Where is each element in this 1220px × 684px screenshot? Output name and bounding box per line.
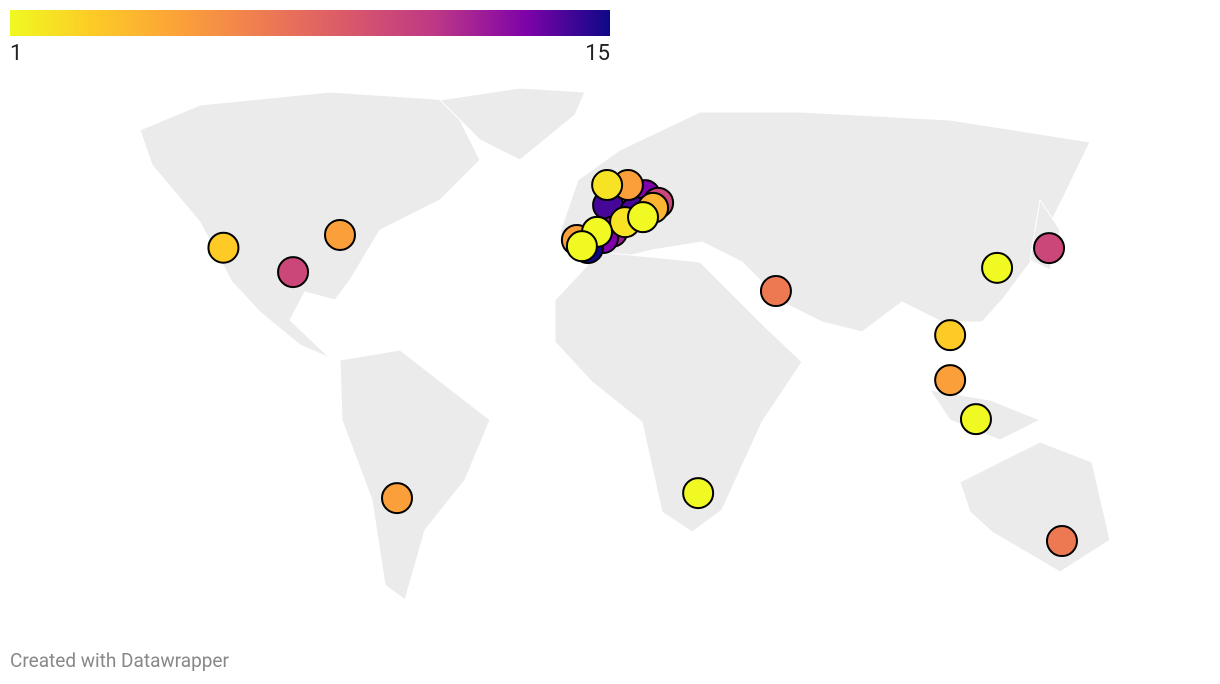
point[interactable] (759, 275, 792, 308)
legend-min: 1 (10, 41, 22, 66)
legend-max: 15 (585, 41, 610, 66)
point[interactable] (627, 201, 660, 234)
point[interactable] (1045, 525, 1078, 558)
point[interactable] (934, 319, 967, 352)
point[interactable] (381, 482, 414, 515)
land (139, 87, 1111, 601)
point[interactable] (682, 477, 715, 510)
point[interactable] (323, 218, 356, 251)
legend-scale (10, 10, 610, 36)
point[interactable] (565, 230, 598, 263)
footer: Created with Datawrapper (10, 649, 229, 672)
point[interactable] (934, 364, 967, 397)
point[interactable] (981, 251, 1014, 284)
point[interactable] (959, 403, 992, 436)
point[interactable] (207, 231, 240, 264)
point[interactable] (591, 169, 624, 202)
points (207, 169, 1078, 558)
point[interactable] (277, 256, 310, 289)
point[interactable] (1033, 232, 1066, 265)
